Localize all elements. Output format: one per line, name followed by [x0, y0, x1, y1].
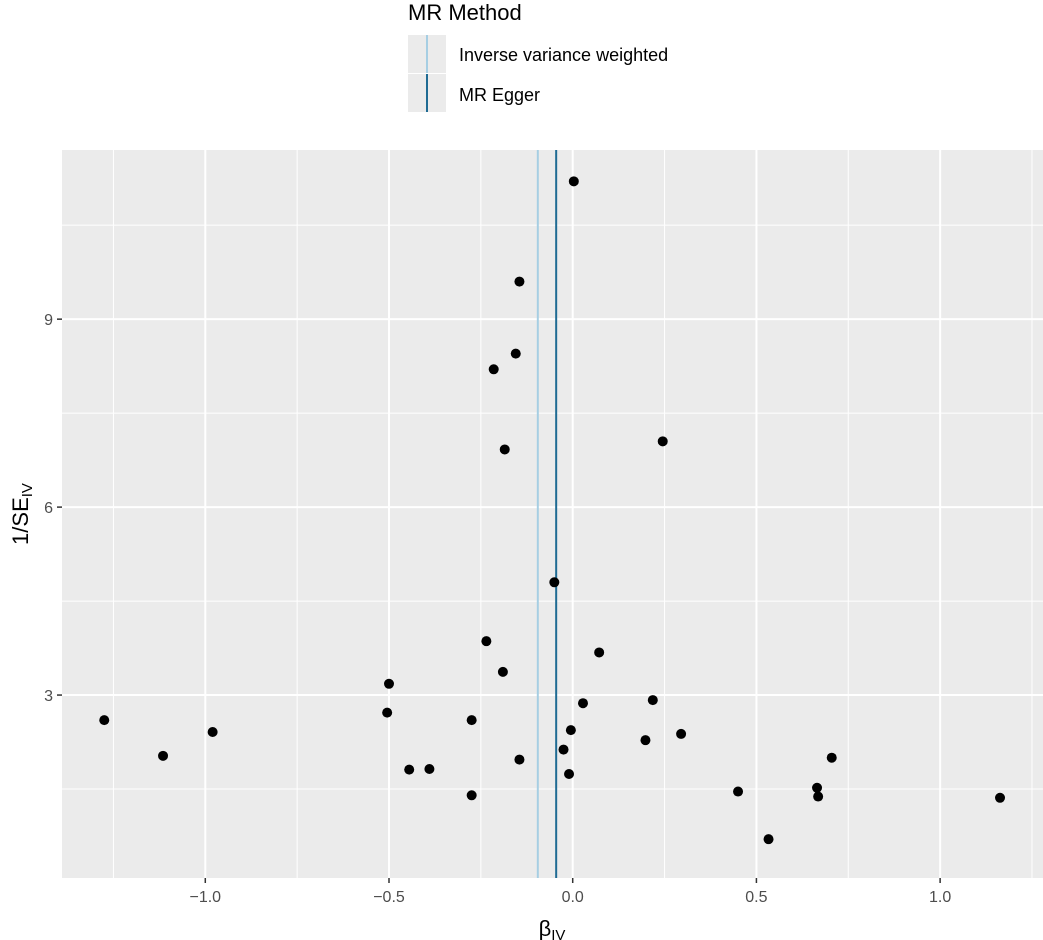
- legend-label-ivw: Inverse variance weighted: [459, 45, 668, 65]
- legend-label-egger: MR Egger: [459, 85, 540, 105]
- data-point: [499, 444, 510, 455]
- data-point: [514, 276, 525, 287]
- data-point: [812, 782, 823, 793]
- data-point: [207, 727, 218, 738]
- data-point: [763, 834, 774, 845]
- x-tick-label: 1.0: [929, 889, 951, 906]
- method-lines: [536, 150, 558, 878]
- data-point: [514, 754, 525, 765]
- data-point: [384, 678, 394, 689]
- plot-panel: [62, 150, 1043, 878]
- x-axis-title: βIV: [539, 916, 566, 940]
- grid-major: [62, 150, 1043, 878]
- data-point: [640, 735, 651, 746]
- data-point: [424, 763, 435, 774]
- data-point: [657, 436, 668, 447]
- data-point: [647, 695, 658, 706]
- data-point: [488, 364, 499, 375]
- y-axis-title: 1/SEIV: [8, 483, 36, 545]
- x-axis: −1.0 −0.5 0.0 0.5 1.0: [189, 878, 951, 906]
- y-tick-label: 9: [44, 312, 53, 329]
- x-tick-label: 0.5: [745, 889, 767, 906]
- data-point: [466, 715, 477, 726]
- x-tick-label: −1.0: [189, 889, 221, 906]
- legend: MR Method Inverse variance weighted MR E…: [408, 0, 668, 112]
- data-point: [565, 725, 576, 736]
- data-point: [466, 790, 477, 801]
- data-point: [549, 577, 560, 588]
- data-point: [577, 698, 588, 709]
- data-point: [510, 348, 521, 359]
- data-point: [813, 791, 824, 802]
- snp-points: [99, 176, 1006, 845]
- data-point: [158, 750, 169, 761]
- y-tick-label: 3: [44, 688, 53, 705]
- x-tick-label: −0.5: [373, 889, 405, 906]
- legend-title: MR Method: [408, 0, 522, 25]
- data-point: [995, 792, 1006, 803]
- y-axis: 3 6 9: [44, 312, 62, 705]
- data-point: [497, 666, 508, 677]
- data-point: [594, 647, 605, 658]
- data-point: [481, 636, 492, 647]
- data-point: [564, 769, 575, 779]
- data-point: [382, 707, 393, 718]
- data-point: [568, 176, 579, 187]
- data-point: [826, 752, 837, 763]
- data-point: [733, 786, 744, 797]
- data-point: [558, 744, 569, 755]
- x-tick-label: 0.0: [562, 889, 584, 906]
- grid-minor: [62, 150, 1043, 878]
- data-point: [99, 715, 110, 726]
- data-point: [676, 728, 687, 739]
- y-tick-label: 6: [44, 500, 53, 517]
- data-point: [404, 764, 415, 775]
